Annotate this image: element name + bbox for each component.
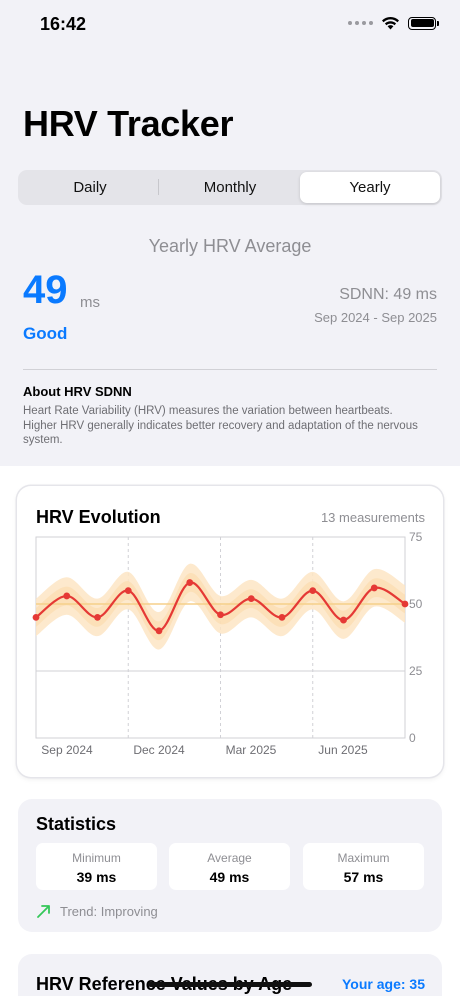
data-point — [124, 587, 132, 594]
hrv-chart: 0 25 50 75 Sep 2024 Dec 2024 Mar 2025 Jun 2025 — [32, 530, 423, 757]
stat-maximum: Maximum 57 ms — [303, 843, 424, 890]
x-tick-label: Dec 2024 — [133, 743, 185, 757]
chart-title: HRV Evolution — [36, 507, 161, 527]
battery-icon — [408, 16, 439, 30]
date-range: Sep 2024 - Sep 2025 — [314, 310, 437, 325]
y-tick-label: 75 — [409, 530, 423, 544]
stat-value: 49 ms — [209, 869, 250, 885]
average-unit: ms — [80, 294, 100, 311]
average-value: 49 — [23, 268, 68, 312]
data-point — [217, 611, 224, 619]
stat-value: 57 ms — [343, 869, 384, 885]
your-age-link[interactable]: Your age: 35 — [342, 976, 425, 992]
sdnn-value: SDNN: 49 ms — [339, 286, 437, 303]
wifi-icon — [382, 16, 399, 30]
data-point — [186, 579, 194, 586]
x-tick-label: Mar 2025 — [226, 743, 277, 757]
data-point — [340, 616, 347, 624]
status-time: 16:42 — [40, 14, 87, 34]
data-point — [94, 614, 101, 621]
segment-divider — [158, 179, 159, 195]
data-point — [370, 584, 378, 592]
data-point — [401, 600, 409, 608]
measurement-count: 13 measurements — [320, 510, 425, 525]
status-icons — [348, 16, 439, 30]
trend-row: Trend: Improving — [36, 903, 158, 919]
data-point — [32, 614, 40, 621]
statistics-title: Statistics — [36, 814, 117, 834]
divider — [23, 369, 437, 370]
data-point — [247, 595, 255, 603]
period-segmented-control: Daily Monthly Yearly — [18, 170, 442, 205]
about-text: Heart Rate Variability (HRV) measures th… — [23, 405, 418, 446]
status-bar: 16:42 — [0, 0, 460, 50]
about-title: About HRV SDNN — [23, 384, 132, 399]
page-title: HRV Tracker — [23, 103, 234, 144]
data-point — [63, 592, 71, 600]
average-heading: Yearly HRV Average — [148, 236, 312, 256]
trend-text: Trend: Improving — [60, 903, 158, 919]
stat-average: Average 49 ms — [169, 843, 290, 890]
data-point — [309, 587, 317, 594]
home-indicator — [148, 982, 312, 987]
tab-monthly[interactable]: Monthly — [203, 179, 257, 196]
reference-values-card: HRV Reference Values by Age Your age: 35 — [18, 954, 442, 996]
cellular-signal-icon — [348, 21, 373, 25]
data-point — [278, 614, 286, 621]
stat-label: Maximum — [337, 851, 390, 865]
stat-value: 39 ms — [76, 869, 117, 885]
y-tick-label: 0 — [409, 731, 416, 745]
tab-yearly[interactable]: Yearly — [300, 172, 440, 203]
hrv-evolution-card: 0 25 50 75 Sep 2024 Dec 2024 Mar 2025 Jun 2025 … — [17, 486, 443, 777]
y-tick-label: 50 — [409, 597, 423, 611]
stat-label: Average — [207, 851, 252, 865]
tab-daily[interactable]: Daily — [73, 179, 107, 196]
data-point — [155, 627, 163, 635]
arrow-up-right-icon — [37, 905, 50, 918]
x-tick-label: Jun 2025 — [318, 743, 368, 757]
average-status: Good — [23, 324, 68, 343]
stat-label: Minimum — [72, 851, 121, 865]
y-tick-label: 25 — [409, 664, 423, 678]
header-area — [0, 0, 460, 466]
statistics-card: Statistics Minimum 39 ms Average 49 ms M… — [18, 799, 442, 932]
x-tick-label: Sep 2024 — [41, 743, 93, 757]
stat-minimum: Minimum 39 ms — [36, 843, 157, 890]
